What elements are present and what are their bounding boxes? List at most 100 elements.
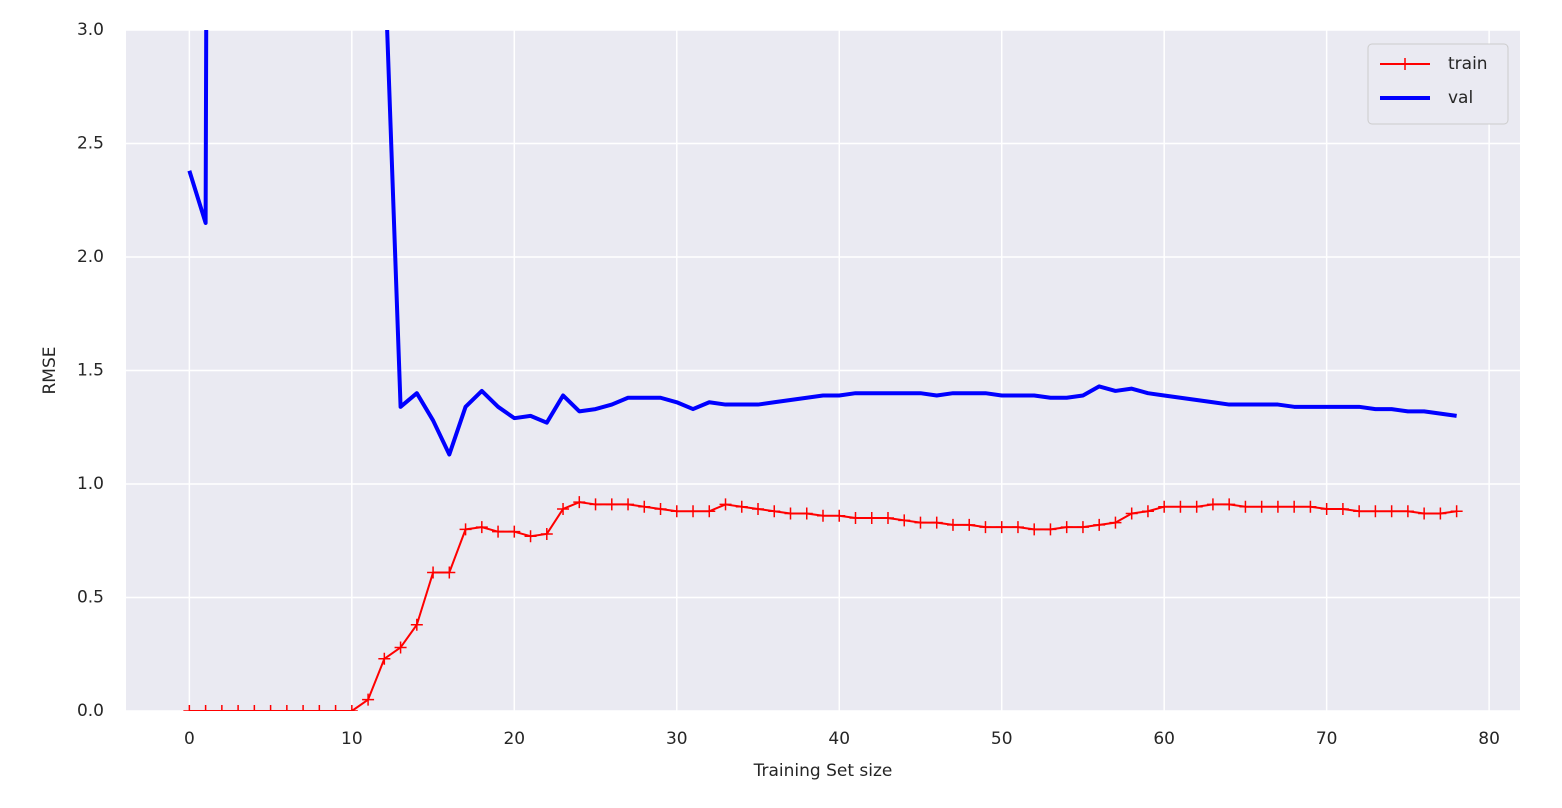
marker bbox=[963, 518, 976, 531]
marker bbox=[670, 505, 683, 518]
marker bbox=[638, 500, 651, 513]
x-tick-label: 50 bbox=[991, 729, 1013, 749]
y-tick-label: 0.5 bbox=[77, 588, 104, 608]
marker bbox=[849, 512, 862, 525]
y-tick-label: 3.0 bbox=[77, 20, 104, 40]
line bbox=[187, 30, 1457, 457]
marker bbox=[183, 705, 196, 711]
marker bbox=[1304, 500, 1317, 513]
marker bbox=[1093, 518, 1106, 531]
marker bbox=[735, 500, 748, 513]
marker bbox=[427, 566, 440, 579]
marker bbox=[475, 521, 488, 534]
marker bbox=[1206, 498, 1219, 511]
marker bbox=[1320, 502, 1333, 515]
marker bbox=[524, 530, 537, 543]
marker bbox=[1125, 507, 1138, 520]
marker bbox=[817, 509, 829, 522]
marker bbox=[719, 498, 732, 511]
marker bbox=[1060, 521, 1073, 534]
marker bbox=[459, 523, 472, 536]
y-tick-label: 1.5 bbox=[77, 361, 104, 381]
y-tick-label: 2.5 bbox=[77, 134, 104, 154]
marker bbox=[589, 498, 602, 511]
marker bbox=[1190, 500, 1203, 513]
marker bbox=[1109, 516, 1122, 529]
marker bbox=[215, 705, 228, 711]
marker bbox=[1028, 523, 1041, 536]
legend-label: val bbox=[1448, 88, 1473, 108]
marker bbox=[752, 502, 765, 515]
marker bbox=[979, 521, 992, 534]
marker bbox=[1239, 500, 1252, 513]
marker bbox=[280, 705, 293, 711]
marker bbox=[1271, 500, 1284, 513]
marker bbox=[232, 705, 245, 711]
y-axis-label: RMSE bbox=[40, 346, 60, 394]
marker bbox=[199, 705, 212, 711]
marker bbox=[1369, 505, 1382, 518]
legend-marker bbox=[1399, 58, 1411, 70]
x-tick-label: 30 bbox=[666, 729, 688, 749]
marker bbox=[881, 512, 894, 525]
marker bbox=[1044, 523, 1057, 536]
marker bbox=[703, 505, 716, 518]
marker bbox=[264, 705, 277, 711]
marker bbox=[898, 514, 911, 527]
legend-label: train bbox=[1448, 54, 1488, 74]
marker bbox=[1385, 505, 1398, 518]
marker bbox=[1174, 500, 1187, 513]
marker bbox=[1401, 505, 1414, 518]
marker bbox=[1011, 521, 1024, 534]
marker bbox=[865, 512, 878, 525]
marker bbox=[573, 496, 586, 509]
marker bbox=[1141, 505, 1154, 518]
marker bbox=[784, 507, 797, 520]
marker bbox=[768, 505, 781, 518]
marker bbox=[1158, 500, 1171, 513]
plot-area bbox=[183, 30, 1463, 711]
y-tick-label: 1.0 bbox=[77, 474, 104, 494]
x-tick-label: 20 bbox=[503, 729, 525, 749]
x-tick-label: 80 bbox=[1478, 729, 1500, 749]
marker bbox=[248, 705, 261, 711]
x-tick-label: 60 bbox=[1153, 729, 1175, 749]
marker bbox=[687, 505, 700, 518]
marker bbox=[914, 516, 927, 529]
x-tick-label: 10 bbox=[341, 729, 363, 749]
marker bbox=[540, 527, 553, 540]
marker bbox=[1418, 507, 1431, 520]
marker bbox=[394, 641, 407, 654]
marker bbox=[622, 498, 635, 511]
x-tick-label: 70 bbox=[1316, 729, 1338, 749]
legend: train val bbox=[1367, 43, 1509, 125]
marker bbox=[378, 652, 391, 665]
marker bbox=[1076, 521, 1089, 534]
marker bbox=[1288, 500, 1301, 513]
marker bbox=[605, 498, 618, 511]
marker bbox=[313, 705, 326, 711]
marker bbox=[654, 502, 667, 515]
marker bbox=[1353, 505, 1366, 518]
marker bbox=[492, 525, 505, 538]
marker bbox=[995, 521, 1008, 534]
marker bbox=[443, 566, 456, 579]
marker bbox=[410, 618, 423, 631]
marker bbox=[297, 705, 310, 711]
y-tick-label: 0.0 bbox=[77, 701, 104, 721]
x-tick-label: 40 bbox=[828, 729, 850, 749]
x-tick-label: 0 bbox=[184, 729, 195, 749]
marker bbox=[557, 502, 570, 515]
y-tick-label: 2.0 bbox=[77, 247, 104, 267]
x-axis-label: Training Set size bbox=[753, 761, 893, 781]
marker bbox=[930, 516, 943, 529]
marker bbox=[329, 705, 342, 711]
marker bbox=[1336, 502, 1349, 515]
marker bbox=[345, 705, 358, 711]
marker bbox=[1450, 505, 1463, 518]
marker bbox=[800, 507, 813, 520]
marker bbox=[508, 525, 521, 538]
marker bbox=[946, 518, 959, 531]
marker bbox=[1255, 500, 1268, 513]
